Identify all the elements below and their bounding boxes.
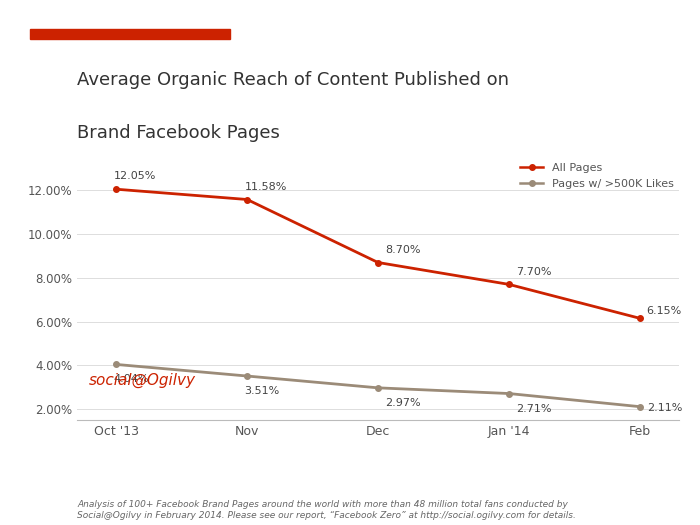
Text: Average Organic Reach of Content Published on: Average Organic Reach of Content Publish…	[77, 71, 509, 89]
Text: 8.70%: 8.70%	[385, 245, 421, 255]
Text: 3.51%: 3.51%	[244, 386, 279, 396]
Text: 2.11%: 2.11%	[647, 403, 682, 413]
Text: 12.05%: 12.05%	[113, 172, 156, 182]
Text: Analysis of 100+ Facebook Brand Pages around the world with more than 48 million: Analysis of 100+ Facebook Brand Pages ar…	[77, 500, 576, 520]
Text: 4.04%: 4.04%	[113, 374, 149, 384]
Text: 7.70%: 7.70%	[516, 267, 552, 277]
Legend: All Pages, Pages w/ >500K Likes: All Pages, Pages w/ >500K Likes	[521, 163, 673, 188]
Text: 2.97%: 2.97%	[385, 398, 421, 408]
Text: 6.15%: 6.15%	[647, 306, 682, 316]
Text: social@Ogilvy: social@Ogilvy	[89, 373, 196, 388]
Text: 11.58%: 11.58%	[244, 182, 287, 192]
Text: 2.71%: 2.71%	[516, 404, 552, 414]
Text: Brand Facebook Pages: Brand Facebook Pages	[77, 124, 280, 142]
